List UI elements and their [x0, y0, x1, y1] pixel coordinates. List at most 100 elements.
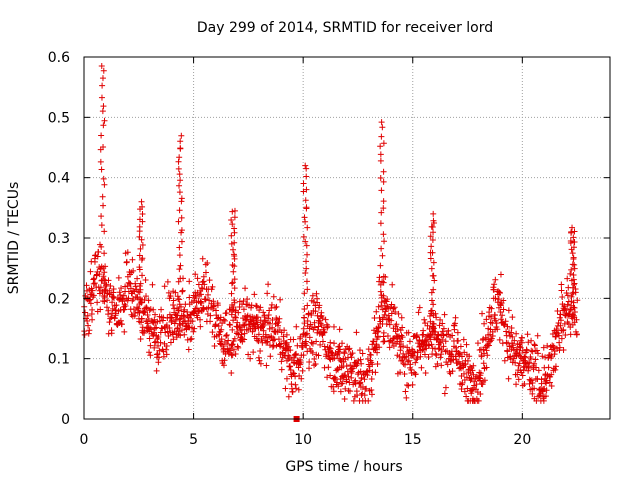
- data-point: [410, 353, 417, 360]
- data-point: [273, 303, 280, 310]
- data-point: [375, 303, 382, 310]
- data-point: [526, 380, 533, 387]
- data-point: [303, 186, 310, 193]
- data-point: [106, 319, 113, 326]
- data-point: [464, 357, 471, 364]
- data-point: [100, 265, 107, 272]
- data-point: [306, 365, 313, 372]
- data-point: [278, 358, 285, 365]
- data-point: [425, 354, 432, 361]
- y-tick-label: 0.4: [48, 171, 70, 187]
- data-point: [389, 281, 396, 288]
- data-point: [293, 323, 300, 330]
- data-point: [495, 296, 502, 303]
- data-point: [202, 296, 209, 303]
- data-point: [220, 362, 227, 369]
- data-point: [89, 287, 96, 294]
- data-point: [417, 353, 424, 360]
- data-point: [109, 299, 116, 306]
- data-point: [178, 303, 185, 310]
- data-point: [488, 305, 495, 312]
- data-point: [94, 299, 101, 306]
- data-point: [463, 393, 470, 400]
- data-point: [136, 289, 143, 296]
- data-point: [486, 309, 493, 316]
- data-point: [338, 380, 345, 387]
- data-point: [257, 304, 264, 311]
- data-point: [217, 314, 224, 321]
- data-point: [404, 358, 411, 365]
- data-point: [428, 297, 435, 304]
- data-point: [458, 353, 465, 360]
- data-point: [82, 292, 89, 299]
- data-point: [130, 267, 137, 274]
- data-point: [176, 182, 183, 189]
- data-point: [529, 380, 536, 387]
- data-point: [181, 331, 188, 338]
- data-point: [406, 347, 413, 354]
- data-point: [412, 359, 419, 366]
- data-point: [349, 350, 356, 357]
- data-point: [273, 342, 280, 349]
- data-point: [163, 322, 170, 329]
- data-point: [265, 281, 272, 288]
- data-point: [86, 296, 93, 303]
- data-point: [568, 293, 575, 300]
- data-point: [358, 360, 365, 367]
- data-point: [304, 302, 311, 309]
- data-point: [291, 370, 298, 377]
- data-point: [164, 278, 171, 285]
- data-point: [166, 324, 173, 331]
- data-point: [517, 344, 524, 351]
- data-point: [475, 397, 482, 404]
- data-point: [552, 363, 559, 370]
- data-point: [395, 310, 402, 317]
- data-point: [194, 275, 201, 282]
- data-point: [437, 339, 444, 346]
- data-point: [383, 321, 390, 328]
- data-point: [231, 225, 238, 232]
- data-point: [87, 300, 94, 307]
- data-point: [428, 265, 435, 272]
- data-point: [388, 317, 395, 324]
- data-point: [374, 349, 381, 356]
- data-point: [303, 165, 310, 172]
- data-point: [303, 342, 310, 349]
- data-point: [503, 328, 510, 335]
- data-point: [373, 342, 380, 349]
- data-point: [110, 286, 117, 293]
- x-tick-label: 15: [404, 432, 422, 448]
- data-point: [229, 341, 236, 348]
- data-point: [486, 338, 493, 345]
- data-point: [452, 320, 459, 327]
- data-point: [175, 278, 182, 285]
- data-point: [336, 326, 343, 333]
- data-point: [116, 289, 123, 296]
- data-point: [527, 355, 534, 362]
- data-point: [300, 330, 307, 337]
- data-point: [152, 311, 159, 318]
- data-point: [533, 364, 540, 371]
- data-point: [178, 195, 185, 202]
- data-point: [321, 329, 328, 336]
- data-point: [428, 243, 435, 250]
- data-point: [147, 352, 154, 359]
- data-point: [198, 300, 205, 307]
- data-point: [438, 362, 445, 369]
- data-point: [300, 325, 307, 332]
- data-point: [170, 336, 177, 343]
- data-point: [255, 338, 262, 345]
- data-point: [422, 369, 429, 376]
- data-point: [267, 353, 274, 360]
- data-point: [103, 281, 110, 288]
- data-point: [179, 288, 186, 295]
- data-point: [481, 320, 488, 327]
- data-point: [224, 340, 231, 347]
- data-point: [520, 367, 527, 374]
- data-point: [480, 360, 487, 367]
- data-point: [311, 362, 318, 369]
- data-point: [457, 343, 464, 350]
- data-point: [148, 326, 155, 333]
- data-point: [380, 333, 387, 340]
- data-point: [142, 277, 149, 284]
